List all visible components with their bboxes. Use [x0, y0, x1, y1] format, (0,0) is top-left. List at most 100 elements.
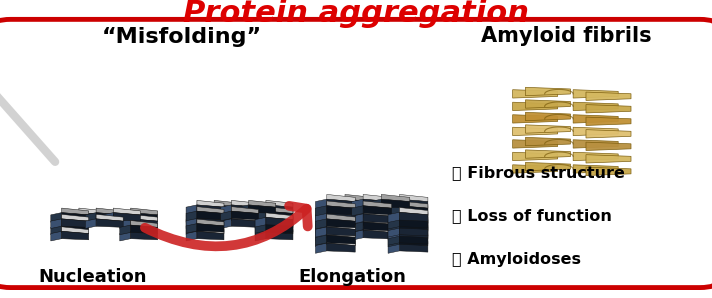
Polygon shape — [266, 231, 293, 240]
Polygon shape — [399, 194, 428, 201]
Polygon shape — [388, 237, 399, 247]
Polygon shape — [363, 214, 392, 223]
Polygon shape — [327, 209, 355, 216]
Polygon shape — [525, 162, 570, 171]
Polygon shape — [333, 207, 345, 218]
Polygon shape — [399, 238, 428, 246]
Polygon shape — [248, 208, 276, 215]
Polygon shape — [327, 207, 355, 215]
Polygon shape — [525, 100, 570, 108]
Polygon shape — [399, 230, 428, 238]
Polygon shape — [352, 230, 363, 240]
Polygon shape — [345, 224, 373, 232]
Polygon shape — [382, 207, 410, 216]
Polygon shape — [79, 208, 106, 215]
Polygon shape — [197, 219, 224, 226]
Polygon shape — [130, 225, 157, 234]
Polygon shape — [214, 213, 241, 221]
Polygon shape — [382, 215, 410, 224]
Polygon shape — [586, 130, 631, 138]
Polygon shape — [388, 235, 399, 245]
Polygon shape — [388, 219, 399, 229]
Polygon shape — [388, 214, 399, 224]
Polygon shape — [130, 214, 157, 221]
Polygon shape — [586, 117, 631, 125]
Text: Elongation: Elongation — [298, 268, 407, 286]
Polygon shape — [525, 87, 570, 96]
Polygon shape — [315, 199, 327, 209]
Polygon shape — [327, 217, 355, 224]
Polygon shape — [327, 219, 355, 226]
Polygon shape — [382, 203, 410, 210]
Polygon shape — [186, 225, 197, 235]
Polygon shape — [513, 140, 557, 148]
Polygon shape — [266, 217, 293, 226]
Polygon shape — [363, 219, 392, 226]
Polygon shape — [197, 211, 224, 220]
Polygon shape — [197, 213, 224, 220]
Polygon shape — [352, 222, 363, 232]
Polygon shape — [266, 221, 293, 227]
Polygon shape — [266, 227, 293, 234]
Polygon shape — [388, 224, 399, 234]
Polygon shape — [573, 102, 618, 111]
Polygon shape — [513, 115, 557, 123]
Text: Nucleation: Nucleation — [38, 268, 147, 286]
Polygon shape — [96, 208, 123, 215]
Polygon shape — [231, 207, 258, 213]
Polygon shape — [315, 237, 327, 247]
Polygon shape — [197, 231, 224, 240]
Polygon shape — [327, 211, 355, 218]
Polygon shape — [352, 207, 363, 218]
Polygon shape — [327, 230, 355, 238]
Polygon shape — [197, 224, 224, 232]
Polygon shape — [315, 219, 327, 229]
Text: ・ Loss of function: ・ Loss of function — [452, 209, 612, 224]
Polygon shape — [255, 205, 266, 215]
Polygon shape — [573, 140, 618, 148]
Polygon shape — [120, 213, 130, 222]
Polygon shape — [315, 243, 327, 253]
Polygon shape — [327, 215, 355, 224]
Polygon shape — [399, 243, 428, 252]
Polygon shape — [573, 165, 618, 173]
Text: ・ Fibrous structure: ・ Fibrous structure — [452, 165, 625, 180]
Polygon shape — [586, 92, 631, 100]
Polygon shape — [231, 208, 258, 215]
Polygon shape — [363, 215, 392, 224]
Polygon shape — [399, 225, 428, 232]
Polygon shape — [186, 217, 197, 227]
Polygon shape — [186, 213, 197, 222]
Polygon shape — [399, 232, 428, 239]
Polygon shape — [51, 231, 62, 241]
Polygon shape — [214, 208, 241, 215]
Polygon shape — [221, 211, 231, 221]
Polygon shape — [221, 205, 231, 215]
Polygon shape — [388, 206, 399, 216]
Polygon shape — [327, 232, 355, 239]
Polygon shape — [130, 227, 157, 234]
Polygon shape — [197, 200, 224, 207]
Polygon shape — [231, 219, 258, 227]
Polygon shape — [266, 213, 293, 220]
Polygon shape — [62, 221, 89, 227]
Polygon shape — [130, 221, 157, 227]
FancyArrowPatch shape — [145, 206, 308, 246]
Polygon shape — [315, 207, 327, 218]
Polygon shape — [399, 207, 428, 216]
Polygon shape — [513, 165, 557, 173]
Polygon shape — [327, 194, 355, 201]
Polygon shape — [399, 217, 428, 224]
Polygon shape — [399, 206, 428, 215]
Polygon shape — [204, 213, 214, 222]
Polygon shape — [363, 230, 392, 239]
Polygon shape — [327, 203, 355, 210]
Polygon shape — [197, 208, 224, 215]
Polygon shape — [327, 243, 355, 252]
Polygon shape — [399, 224, 428, 232]
Polygon shape — [51, 225, 62, 235]
Polygon shape — [345, 219, 373, 226]
Text: Protein aggregation: Protein aggregation — [183, 0, 529, 28]
Polygon shape — [388, 215, 399, 226]
Polygon shape — [85, 213, 96, 222]
